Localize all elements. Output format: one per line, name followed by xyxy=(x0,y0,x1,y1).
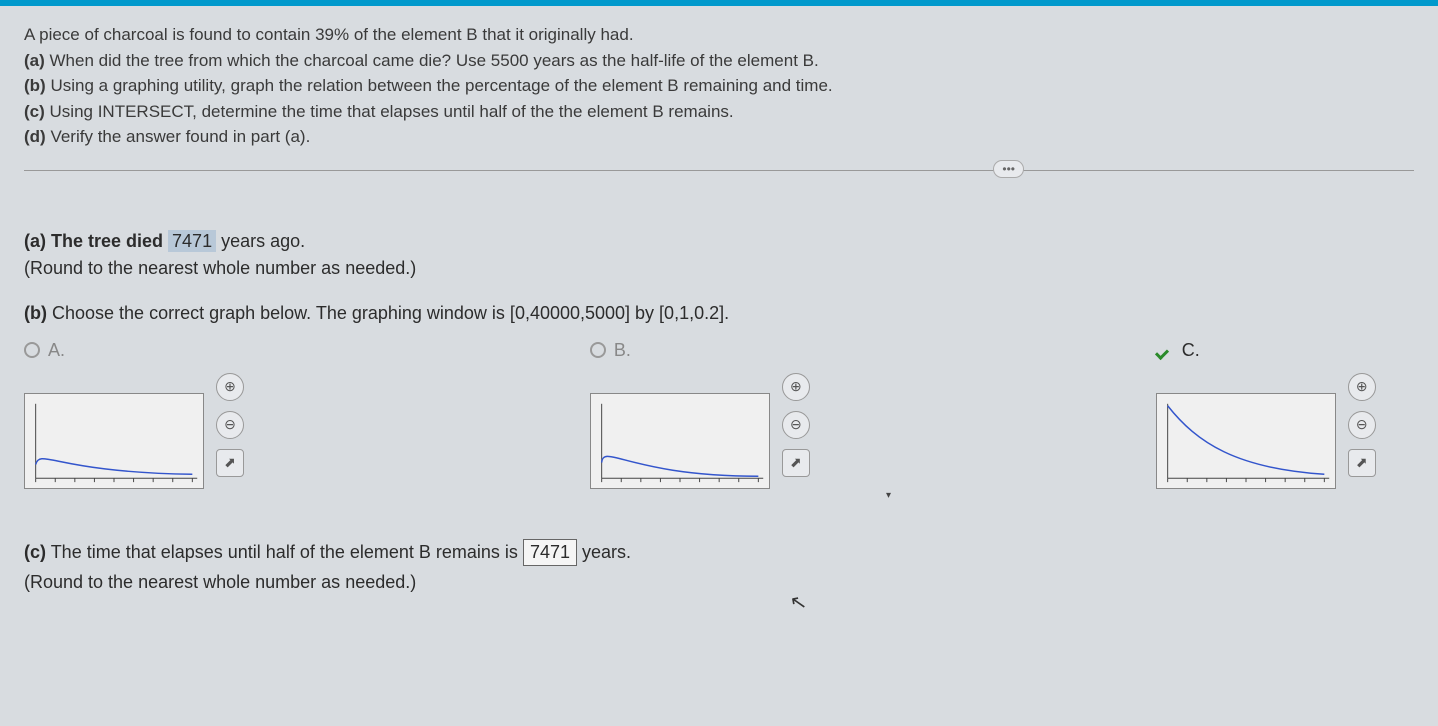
small-mark: ▾ xyxy=(886,490,891,501)
ellipsis-badge[interactable]: ••• xyxy=(993,160,1024,178)
part-a-prefix: (a) The tree died xyxy=(24,231,168,251)
option-a[interactable]: A. ⊕ ⊖ ⬈ xyxy=(24,340,282,489)
content-area: A piece of charcoal is found to contain … xyxy=(0,6,1438,615)
part-c-answer: (c) The time that elapses until half of … xyxy=(24,539,1414,566)
question-block: A piece of charcoal is found to contain … xyxy=(24,22,1414,150)
option-a-label: A. xyxy=(48,340,65,361)
question-intro: A piece of charcoal is found to contain … xyxy=(24,22,1414,48)
part-a-answer: (a) The tree died 7471 years ago. xyxy=(24,231,1414,252)
section-divider xyxy=(24,170,1414,171)
option-b-label: B. xyxy=(614,340,631,361)
part-b-content: Choose the correct graph below. The grap… xyxy=(52,303,729,323)
zoom-in-icon[interactable]: ⊕ xyxy=(216,373,244,401)
checkmark-icon[interactable] xyxy=(1156,341,1174,359)
question-part-b: (b) Using a graphing utility, graph the … xyxy=(24,73,1414,99)
question-part-c: (c) Using INTERSECT, determine the time … xyxy=(24,99,1414,125)
option-c-header: C. xyxy=(1156,340,1414,361)
part-b-text: (b) Choose the correct graph below. The … xyxy=(24,303,1414,324)
option-b-header: B. xyxy=(590,340,848,361)
option-c-label: C. xyxy=(1182,340,1200,361)
zoom-in-icon[interactable]: ⊕ xyxy=(1348,373,1376,401)
part-a-suffix: years ago. xyxy=(216,231,305,251)
qb-text: Using a graphing utility, graph the rela… xyxy=(50,76,832,95)
part-c-input[interactable]: 7471 xyxy=(523,539,577,566)
option-c[interactable]: C. ⊕ ⊖ ⬈ xyxy=(1156,340,1414,489)
part-a-note: (Round to the nearest whole number as ne… xyxy=(24,258,1414,279)
answer-section: (a) The tree died 7471 years ago. (Round… xyxy=(24,231,1414,593)
zoom-out-icon[interactable]: ⊖ xyxy=(1348,411,1376,439)
graph-a-controls: ⊕ ⊖ ⬈ xyxy=(216,373,244,477)
expand-icon[interactable]: ⬈ xyxy=(782,449,810,477)
option-b[interactable]: B. ⊕ ⊖ ⬈ xyxy=(590,340,848,489)
radio-b[interactable] xyxy=(590,342,606,358)
question-part-a: (a) When did the tree from which the cha… xyxy=(24,48,1414,74)
graph-b xyxy=(590,393,770,489)
options-row: A. ⊕ ⊖ ⬈ xyxy=(24,340,1414,489)
zoom-out-icon[interactable]: ⊖ xyxy=(782,411,810,439)
part-c-note: (Round to the nearest whole number as ne… xyxy=(24,572,1414,593)
graph-b-controls: ⊕ ⊖ ⬈ xyxy=(782,373,810,477)
zoom-out-icon[interactable]: ⊖ xyxy=(216,411,244,439)
part-c-suffix: years. xyxy=(577,542,631,562)
part-c-section: (c) The time that elapses until half of … xyxy=(24,539,1414,593)
zoom-in-icon[interactable]: ⊕ xyxy=(782,373,810,401)
qa-text: When did the tree from which the charcoa… xyxy=(50,51,819,70)
part-c-prefix: The time that elapses until half of the … xyxy=(51,542,523,562)
graph-c xyxy=(1156,393,1336,489)
part-a-value: 7471 xyxy=(168,230,216,252)
radio-a[interactable] xyxy=(24,342,40,358)
question-part-d: (d) Verify the answer found in part (a). xyxy=(24,124,1414,150)
graph-c-controls: ⊕ ⊖ ⬈ xyxy=(1348,373,1376,477)
expand-icon[interactable]: ⬈ xyxy=(1348,449,1376,477)
option-a-header: A. xyxy=(24,340,282,361)
expand-icon[interactable]: ⬈ xyxy=(216,449,244,477)
graph-a xyxy=(24,393,204,489)
qc-text: Using INTERSECT, determine the time that… xyxy=(50,102,734,121)
qd-text: Verify the answer found in part (a). xyxy=(50,127,310,146)
